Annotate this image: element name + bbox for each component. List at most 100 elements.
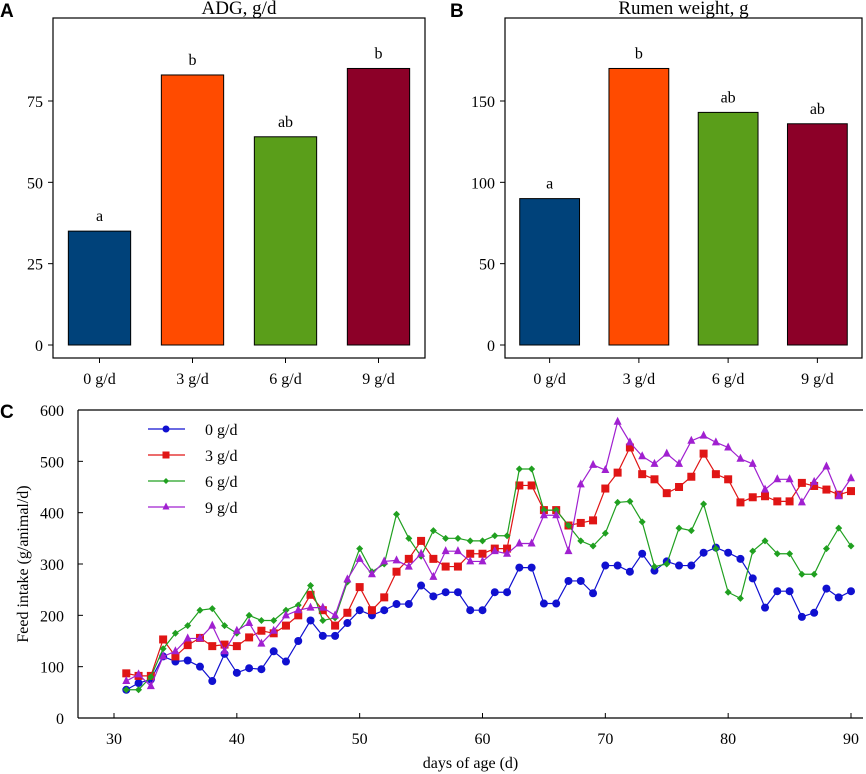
data-point [748, 493, 757, 502]
data-point [478, 606, 487, 615]
y-tick-label: 150 [471, 94, 495, 111]
data-point [761, 537, 769, 545]
data-point [380, 606, 389, 615]
data-point [515, 538, 524, 547]
data-point [515, 465, 523, 473]
data-point [552, 506, 560, 514]
legend-marker [163, 478, 169, 484]
data-point [466, 549, 475, 558]
data-point [454, 534, 462, 542]
data-point [614, 498, 622, 506]
data-point [195, 662, 204, 671]
data-point [183, 641, 192, 650]
data-point [675, 483, 684, 491]
data-point [601, 484, 610, 493]
data-point [478, 549, 487, 558]
data-point [822, 485, 831, 494]
data-point [147, 673, 155, 681]
data-point [331, 621, 340, 630]
data-point [785, 497, 794, 506]
data-point [785, 474, 794, 483]
data-point [724, 475, 733, 484]
y-tick-label: 0 [56, 711, 64, 728]
y-tick-label: 50 [479, 257, 495, 274]
data-point [393, 510, 401, 518]
data-point [822, 545, 830, 553]
data-point [195, 633, 204, 642]
data-point [601, 529, 609, 537]
data-point [453, 546, 462, 555]
data-point [220, 646, 229, 655]
data-point [564, 522, 572, 529]
data-point [847, 587, 855, 596]
y-tick-label: 300 [40, 557, 64, 574]
data-point [687, 527, 695, 535]
data-point [257, 616, 265, 624]
data-point [159, 635, 168, 644]
data-point [798, 570, 806, 578]
y-tick-label: 0 [487, 338, 495, 355]
data-point [417, 536, 426, 545]
bar-letter: a [546, 176, 553, 193]
data-point [748, 574, 757, 583]
data-point [601, 465, 610, 474]
data-point [356, 545, 364, 553]
x-tick-label: 90 [843, 731, 859, 748]
data-point [245, 618, 254, 627]
data-point [749, 547, 757, 555]
data-point [490, 546, 499, 555]
data-point [576, 576, 585, 585]
data-point [625, 567, 634, 576]
data-point [773, 497, 782, 506]
data-point [589, 589, 598, 598]
data-point [429, 571, 438, 580]
bar-0gd [67, 230, 132, 346]
data-point [539, 599, 548, 608]
data-point [564, 576, 573, 585]
y-tick-label: 100 [40, 660, 64, 677]
data-point [429, 554, 438, 563]
x-tick-label: 3 g/d [623, 371, 655, 388]
data-point [232, 625, 241, 634]
data-point [159, 645, 167, 653]
data-point [257, 638, 266, 647]
data-point [638, 549, 647, 558]
y-axis-label: Feed intake (g/animal/d) [15, 485, 32, 642]
data-point [208, 677, 217, 686]
data-point [355, 553, 364, 562]
bar-letter: ab [721, 89, 736, 106]
data-point [294, 637, 303, 645]
x-tick-label: 0 g/d [83, 371, 115, 388]
data-point [318, 631, 327, 640]
data-point [466, 537, 474, 545]
plot-frame [504, 17, 863, 359]
x-axis-label: days of age (d) [423, 755, 519, 772]
data-point [135, 686, 143, 694]
data-point [134, 679, 143, 688]
data-point [539, 510, 548, 519]
legend-marker [162, 451, 170, 459]
data-point [564, 546, 573, 555]
data-point [626, 497, 634, 505]
data-point [367, 606, 376, 615]
data-point [380, 593, 389, 602]
data-point [638, 451, 647, 460]
data-point [281, 621, 290, 630]
data-point [441, 546, 450, 555]
data-point [724, 442, 733, 451]
data-point [810, 476, 819, 485]
data-point [687, 435, 696, 444]
data-point [638, 518, 646, 526]
legend-label: 3 g/d [205, 448, 237, 465]
data-point [687, 472, 696, 481]
bar-letter: b [375, 45, 383, 62]
data-point [441, 562, 450, 571]
data-point [613, 561, 622, 570]
data-point [257, 626, 266, 635]
data-point [294, 601, 302, 609]
data-point [270, 616, 278, 624]
data-point [404, 561, 413, 570]
data-point [183, 633, 192, 642]
data-point [736, 498, 745, 507]
